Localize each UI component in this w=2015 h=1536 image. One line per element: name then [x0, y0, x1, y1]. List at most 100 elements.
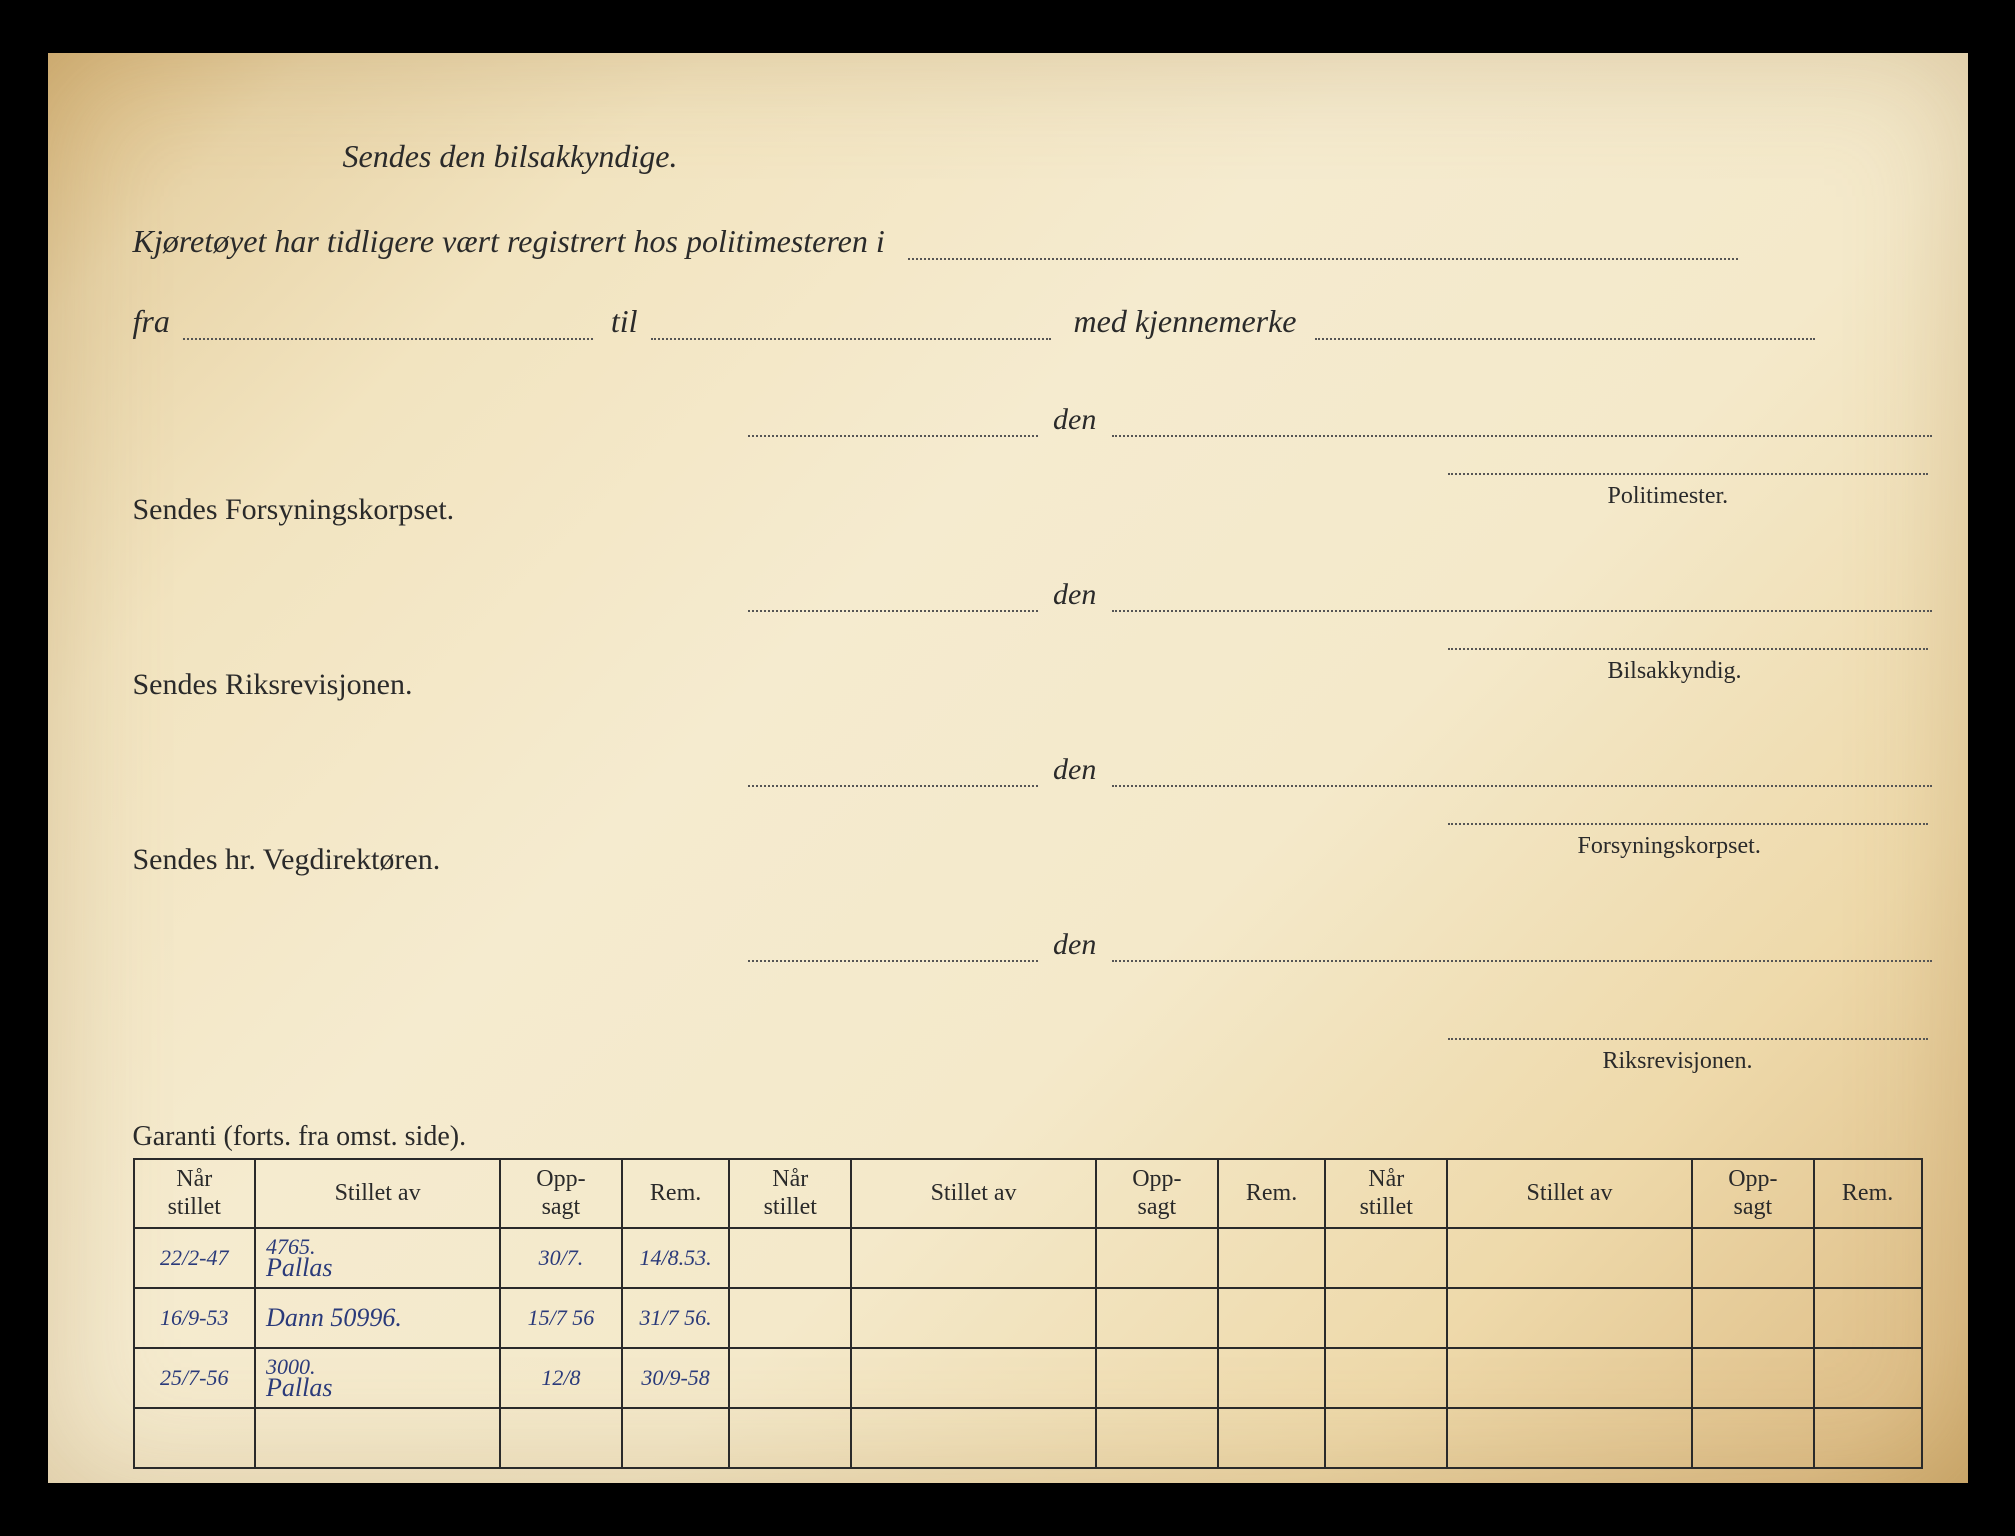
til-label: til	[611, 303, 638, 339]
cell-nar: 16/9-53	[134, 1288, 256, 1348]
col-nar-stillet-2: Nårstillet	[729, 1159, 851, 1228]
cell-empty	[1814, 1288, 1922, 1348]
sig2-label: Bilsakkyndig.	[1608, 658, 1742, 685]
cell-empty	[1096, 1288, 1218, 1348]
table-row: 25/7-563000.Pallas12/830/9-58	[134, 1348, 1922, 1408]
cell-empty	[1447, 1348, 1692, 1408]
cell-empty	[1814, 1228, 1922, 1288]
den4-date-blank	[1112, 960, 1932, 962]
den4-place-blank	[748, 960, 1038, 962]
den-row-3: den	[748, 753, 1932, 787]
col-nar-stillet-3: Nårstillet	[1325, 1159, 1447, 1228]
cell-empty	[851, 1288, 1096, 1348]
cell-nar: 22/2-47	[134, 1228, 256, 1288]
den1-place-blank	[748, 435, 1038, 437]
cell-empty	[1218, 1348, 1326, 1408]
cell-empty	[1692, 1288, 1814, 1348]
cell-oppsagt: 12/8	[500, 1348, 622, 1408]
cell-stillet-av: Dann 50996.	[255, 1288, 500, 1348]
den3-date-blank	[1112, 785, 1932, 787]
header-line-2: Kjøretøyet har tidligere vært registrert…	[133, 223, 1933, 260]
col-oppsagt-3: Opp-sagt	[1692, 1159, 1814, 1228]
cell-rem: 30/9-58	[622, 1348, 730, 1408]
cell-empty	[1692, 1228, 1814, 1288]
cell-stillet-av: 4765.Pallas	[255, 1228, 500, 1288]
cell-empty	[1447, 1288, 1692, 1348]
den-row-1: den	[748, 403, 1932, 437]
cell-nar: 25/7-56	[134, 1348, 256, 1408]
table-row: 16/9-53Dann 50996.15/7 5631/7 56.	[134, 1288, 1922, 1348]
cell-empty	[1218, 1228, 1326, 1288]
sig2-line	[1448, 648, 1928, 650]
table-row	[134, 1408, 1922, 1468]
table-row: 22/2-474765.Pallas30/7.14/8.53.	[134, 1228, 1922, 1288]
sendes-2: Sendes Riksrevisjonen.	[133, 668, 413, 702]
sig1-label: Politimester.	[1608, 483, 1729, 510]
den2-label: den	[1053, 578, 1096, 611]
cell-oppsagt: 15/7 56	[500, 1288, 622, 1348]
header-line-1: Sendes den bilsakkyndige.	[343, 138, 678, 175]
sig4-line	[1448, 1038, 1928, 1040]
cell-empty	[1218, 1408, 1326, 1468]
cell-empty	[1325, 1228, 1447, 1288]
cell-empty	[851, 1228, 1096, 1288]
col-rem-2: Rem.	[1218, 1159, 1326, 1228]
fra-label: fra	[133, 303, 170, 339]
sig4-label: Riksrevisjonen.	[1603, 1048, 1753, 1075]
line2-prefix: Kjøretøyet har tidligere vært registrert…	[133, 223, 885, 259]
cell-empty	[1692, 1348, 1814, 1408]
til-blank	[651, 338, 1051, 340]
cell-empty	[851, 1348, 1096, 1408]
cell-nar	[134, 1408, 256, 1468]
cell-empty	[729, 1288, 851, 1348]
politimester-blank	[908, 258, 1738, 260]
den2-place-blank	[748, 610, 1038, 612]
cell-empty	[1447, 1228, 1692, 1288]
garanti-label: Garanti (forts. fra omst. side).	[133, 1121, 467, 1153]
sig3-line	[1448, 823, 1928, 825]
kjennemerke-label: med kjennemerke	[1074, 303, 1297, 339]
table-header-row: Nårstillet Stillet av Opp-sagt Rem. Nårs…	[134, 1159, 1922, 1228]
den1-label: den	[1053, 403, 1096, 436]
cell-empty	[1096, 1348, 1218, 1408]
cell-oppsagt	[500, 1408, 622, 1468]
col-nar-stillet-1: Nårstillet	[134, 1159, 256, 1228]
cell-empty	[1692, 1408, 1814, 1468]
den2-date-blank	[1112, 610, 1932, 612]
sendes-3: Sendes hr. Vegdirektøren.	[133, 843, 441, 877]
col-stillet-av-2: Stillet av	[851, 1159, 1096, 1228]
cell-rem: 14/8.53.	[622, 1228, 730, 1288]
fra-blank	[183, 338, 593, 340]
cell-empty	[851, 1408, 1096, 1468]
table-body: 22/2-474765.Pallas30/7.14/8.53.16/9-53Da…	[134, 1228, 1922, 1468]
den1-date-blank	[1112, 435, 1932, 437]
col-stillet-av-1: Stillet av	[255, 1159, 500, 1228]
cell-empty	[729, 1228, 851, 1288]
garanti-table: Nårstillet Stillet av Opp-sagt Rem. Nårs…	[133, 1158, 1923, 1469]
header-line-3: fra til med kjennemerke	[133, 303, 1933, 340]
document-page: Sendes den bilsakkyndige. Kjøretøyet har…	[48, 53, 1968, 1483]
cell-empty	[1325, 1348, 1447, 1408]
sig3-label: Forsyningskorpset.	[1578, 833, 1761, 860]
col-rem-3: Rem.	[1814, 1159, 1922, 1228]
cell-rem: 31/7 56.	[622, 1288, 730, 1348]
col-stillet-av-3: Stillet av	[1447, 1159, 1692, 1228]
cell-empty	[1218, 1288, 1326, 1348]
den-row-2: den	[748, 578, 1932, 612]
col-oppsagt-2: Opp-sagt	[1096, 1159, 1218, 1228]
cell-empty	[1096, 1228, 1218, 1288]
den4-label: den	[1053, 928, 1096, 961]
sendes-1: Sendes Forsyningskorpset.	[133, 493, 455, 527]
col-oppsagt-1: Opp-sagt	[500, 1159, 622, 1228]
den-row-4: den	[748, 928, 1932, 962]
sig1-line	[1448, 473, 1928, 475]
cell-empty	[1325, 1288, 1447, 1348]
den3-place-blank	[748, 785, 1038, 787]
cell-empty	[1096, 1408, 1218, 1468]
cell-oppsagt: 30/7.	[500, 1228, 622, 1288]
col-rem-1: Rem.	[622, 1159, 730, 1228]
cell-empty	[1814, 1408, 1922, 1468]
garanti-table-wrap: Nårstillet Stillet av Opp-sagt Rem. Nårs…	[133, 1158, 1923, 1469]
cell-empty	[1814, 1348, 1922, 1408]
cell-empty	[1325, 1408, 1447, 1468]
